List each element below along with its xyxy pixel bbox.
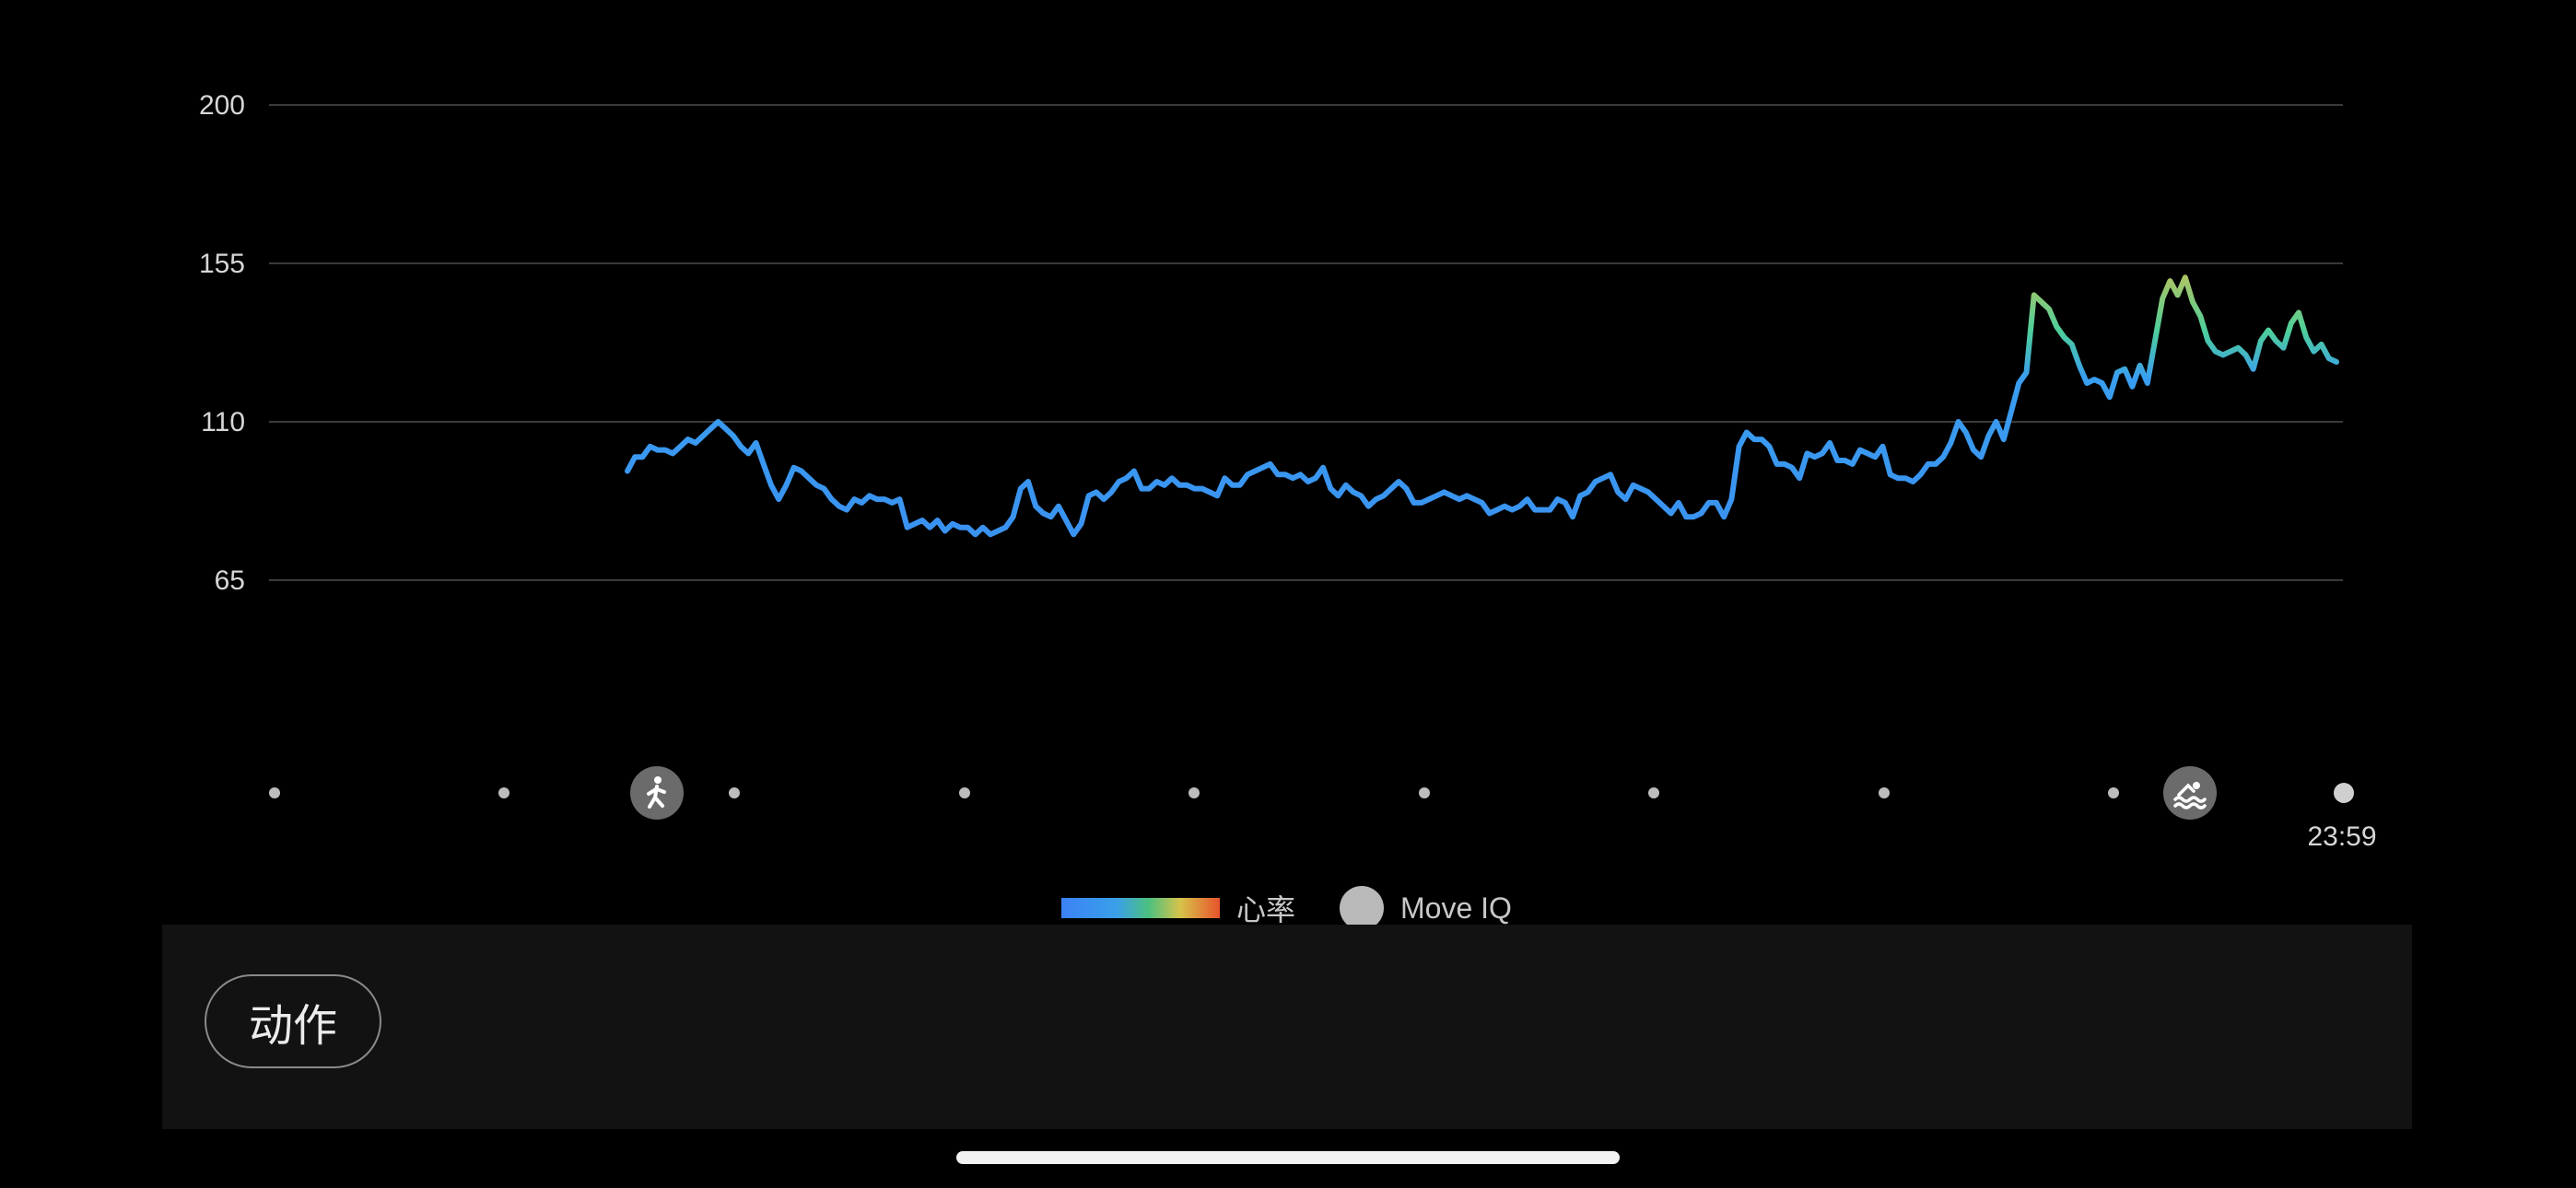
move-iq-dot-icon xyxy=(1340,886,1385,930)
timeline-dot xyxy=(1188,787,1200,798)
timeline-dot xyxy=(498,787,509,798)
walk-marker[interactable] xyxy=(630,766,684,820)
legend-move-iq-label: Move IQ xyxy=(1400,891,1512,925)
x-end-time-label: 23:59 xyxy=(2307,821,2376,852)
swim-icon xyxy=(2173,782,2207,809)
heart-rate-chart: 200 155 110 65 23:59 xyxy=(199,90,2377,852)
timeline-end-dot[interactable] xyxy=(2334,783,2354,803)
timeline-dot xyxy=(1879,787,1890,798)
y-tick-label: 200 xyxy=(199,90,245,121)
heart-rate-color-swatch xyxy=(1061,898,1220,918)
y-grid xyxy=(269,104,2343,581)
timeline-dot xyxy=(269,787,280,798)
legend-heart-rate-label: 心率 xyxy=(1236,893,1296,926)
timeline-dot xyxy=(959,787,970,798)
timeline-dot xyxy=(1419,787,1430,798)
legend: 心率 Move IQ xyxy=(1061,882,1512,934)
home-indicator[interactable] xyxy=(956,1151,1620,1164)
swim-marker[interactable] xyxy=(2163,766,2217,820)
heart-rate-line xyxy=(625,274,2339,538)
timeline-dot xyxy=(1648,787,1659,798)
actions-panel: 动作 xyxy=(162,925,2412,1129)
timeline-dot xyxy=(2108,787,2119,798)
y-tick-label: 65 xyxy=(215,565,245,596)
y-axis-labels: 200 155 110 65 xyxy=(199,90,245,596)
swim-marker-bg xyxy=(2163,766,2217,820)
timeline-dots xyxy=(269,783,2354,803)
timeline-dot xyxy=(729,787,740,798)
y-tick-label: 155 xyxy=(199,249,245,279)
action-button[interactable]: 动作 xyxy=(205,974,381,1068)
walk-icon xyxy=(647,776,666,809)
y-tick-label: 110 xyxy=(201,407,245,437)
